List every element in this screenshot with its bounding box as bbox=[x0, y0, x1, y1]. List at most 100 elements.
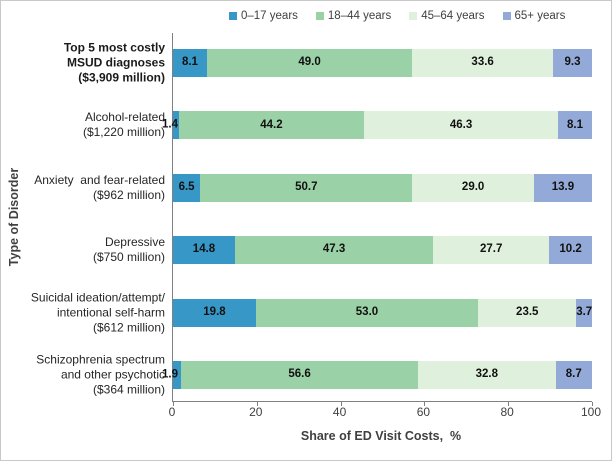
category-label-line: Suicidal ideation/attempt/ bbox=[30, 290, 165, 305]
legend-swatch-icon bbox=[315, 12, 324, 20]
bar-row-1: 1.4 44.2 46.3 8.1 bbox=[162, 111, 592, 140]
segment-value-label: 56.6 bbox=[288, 368, 311, 381]
category-label-line: ($750 million) bbox=[92, 250, 165, 265]
category-label-2: Anxiety and fear-related ($962 million) bbox=[5, 173, 165, 203]
category-label-line: ($612 million) bbox=[92, 320, 165, 335]
bar-segment: 33.6 bbox=[412, 49, 554, 77]
segment-value-label: 47.3 bbox=[322, 243, 346, 256]
category-label-line: Alcohol-related bbox=[84, 110, 165, 125]
x-tick-mark bbox=[340, 402, 342, 406]
bar-row-2: 6.5 50.7 29.0 13.9 bbox=[173, 173, 592, 202]
bar-segment: 1.9 bbox=[162, 361, 181, 389]
legend-item-2: 45–64 years bbox=[409, 10, 485, 22]
segment-value-label: 14.8 bbox=[192, 243, 216, 256]
bar-segment: 49.0 bbox=[206, 49, 413, 77]
segment-value-label: 19.8 bbox=[203, 305, 226, 318]
segment-value-label: 49.0 bbox=[298, 56, 321, 69]
legend-item-0: 0–17 years bbox=[229, 10, 298, 22]
bar-segment: 3.7 bbox=[576, 298, 593, 327]
segment-value-label: 1.4 bbox=[162, 118, 178, 131]
category-label-line: ($3,909 million) bbox=[78, 70, 165, 85]
category-label-line: Depressive bbox=[104, 235, 165, 250]
legend-item-3: 65+ years bbox=[502, 10, 566, 22]
category-label-4: Suicidal ideation/attempt/intentional se… bbox=[5, 290, 165, 335]
segment-value-label: 9.3 bbox=[564, 56, 581, 69]
x-tick-label: 80 bbox=[500, 405, 514, 419]
x-tick-mark bbox=[592, 402, 593, 406]
x-tick-mark bbox=[424, 402, 426, 406]
bar-segment: 8.7 bbox=[555, 361, 592, 389]
bar-segment: 46.3 bbox=[364, 111, 559, 140]
bar-segment: 23.5 bbox=[478, 298, 577, 327]
x-tick-label: 100 bbox=[580, 405, 602, 419]
category-label-line: ($962 million) bbox=[92, 187, 165, 202]
segment-value-label: 6.5 bbox=[178, 181, 195, 194]
legend-item-1: 18–44 years bbox=[315, 10, 392, 22]
plot-area: 8.1 49.0 33.6 9.3 1.4 44.2 46.3 8.1 6.5 50.7 29.0 1… bbox=[162, 33, 593, 406]
legend-swatch-icon bbox=[502, 12, 511, 20]
bar-segment: 19.8 bbox=[173, 298, 256, 327]
category-label-line: Anxiety and fear-related bbox=[34, 172, 165, 187]
x-axis-title: Share of ED Visit Costs, % bbox=[300, 429, 462, 443]
x-tick-mark bbox=[173, 402, 174, 406]
category-label-line: and other psychotic bbox=[60, 367, 165, 382]
legend-swatch-icon bbox=[229, 12, 237, 20]
bar-segment: 47.3 bbox=[235, 236, 434, 265]
segment-value-label: 8.1 bbox=[567, 118, 583, 131]
legend-label: 65+ years bbox=[514, 10, 566, 22]
category-label-line: ($1,220 million) bbox=[82, 125, 165, 140]
bar-segment: 50.7 bbox=[200, 173, 413, 202]
segment-value-label: 23.5 bbox=[516, 305, 539, 318]
bar-segment: 29.0 bbox=[412, 173, 534, 202]
legend: 0–17 years 18–44 years 45–64 years 65+ year… bbox=[229, 10, 565, 22]
x-tick-mark bbox=[508, 402, 510, 406]
bar-segment: 56.6 bbox=[180, 361, 419, 389]
x-tick-mark bbox=[256, 402, 258, 406]
bar-segment: 44.2 bbox=[178, 111, 365, 140]
segment-value-label: 1.9 bbox=[162, 368, 178, 381]
segment-value-label: 13.9 bbox=[551, 181, 575, 194]
bar-segment: 1.4 bbox=[162, 111, 179, 140]
legend-label: 18–44 years bbox=[327, 10, 392, 22]
segment-value-label: 53.0 bbox=[355, 305, 379, 318]
category-label-line: Top 5 most costly bbox=[63, 40, 165, 55]
segment-value-label: 32.8 bbox=[475, 368, 498, 381]
category-label-line: Schizophrenia spectrum bbox=[36, 352, 165, 367]
segment-value-label: 33.6 bbox=[471, 56, 494, 69]
segment-value-label: 27.7 bbox=[480, 243, 503, 256]
bar-segment: 53.0 bbox=[255, 298, 479, 327]
legend-label: 0–17 years bbox=[241, 10, 298, 22]
bar-row-0: 8.1 49.0 33.6 9.3 bbox=[173, 49, 592, 77]
segment-value-label: 10.2 bbox=[559, 243, 582, 256]
segment-value-label: 44.2 bbox=[260, 118, 283, 131]
x-tick-label: 60 bbox=[416, 405, 431, 419]
legend-label: 45–64 years bbox=[421, 10, 485, 22]
category-label-3: Depressive ($750 million) bbox=[5, 235, 165, 265]
category-label-1: Alcohol-related ($1,220 million) bbox=[5, 110, 165, 140]
bar-row-3: 14.8 47.3 27.7 10.2 bbox=[173, 236, 592, 265]
x-tick-label: 20 bbox=[249, 405, 263, 419]
segment-value-label: 3.7 bbox=[576, 305, 593, 318]
category-label-line: ($364 million) bbox=[92, 382, 165, 397]
segment-value-label: 50.7 bbox=[295, 181, 318, 194]
bar-segment: 10.2 bbox=[549, 236, 592, 265]
bar-row-5: 1.9 56.6 32.8 8.7 bbox=[162, 361, 592, 389]
bar-segment: 27.7 bbox=[433, 236, 550, 265]
segment-value-label: 46.3 bbox=[449, 118, 473, 131]
bar-segment: 32.8 bbox=[418, 361, 556, 389]
segment-value-label: 8.7 bbox=[565, 368, 582, 381]
category-label-line: MSUD diagnoses bbox=[66, 55, 165, 70]
segment-value-label: 29.0 bbox=[461, 181, 485, 194]
legend-swatch-icon bbox=[409, 12, 418, 20]
bar-segment: 8.1 bbox=[173, 49, 207, 77]
bar-row-4: 19.8 53.0 23.5 3.7 bbox=[173, 298, 593, 327]
x-tick-label: 40 bbox=[332, 405, 347, 419]
bar-segment: 9.3 bbox=[553, 49, 592, 77]
bar-segment: 8.1 bbox=[558, 111, 592, 140]
category-label-line: intentional self-harm bbox=[56, 305, 165, 320]
category-label-0: Top 5 most costly MSUD diagnoses ($3,909 m… bbox=[5, 41, 165, 86]
bar-segment: 6.5 bbox=[173, 173, 201, 202]
x-tick-label: 0 bbox=[168, 405, 176, 419]
category-label-5: Schizophrenia spectrum and other psychoti… bbox=[5, 353, 165, 398]
